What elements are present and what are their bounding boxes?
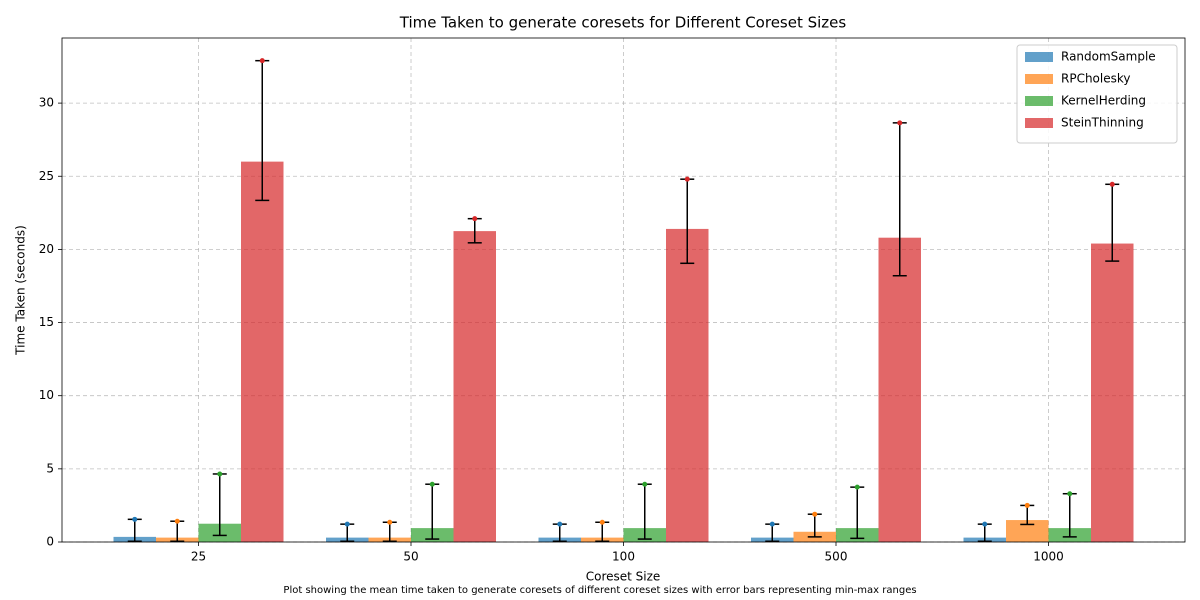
y-tick-label: 10 <box>39 388 54 402</box>
bar <box>453 231 496 542</box>
max-point <box>769 521 775 527</box>
max-point <box>812 511 818 517</box>
legend-swatch <box>1025 52 1053 62</box>
legend-swatch <box>1025 74 1053 84</box>
max-point <box>217 471 223 477</box>
max-point <box>599 519 605 525</box>
max-point <box>387 519 393 525</box>
x-tick-label: 50 <box>403 550 418 564</box>
max-point <box>259 58 265 64</box>
max-point <box>1024 502 1030 508</box>
bar <box>241 161 284 543</box>
x-tick-label: 1000 <box>1033 550 1064 564</box>
max-point <box>174 518 180 524</box>
max-point <box>684 176 690 182</box>
y-tick-label: 30 <box>39 96 54 110</box>
max-point <box>1109 181 1115 187</box>
max-point <box>982 521 988 527</box>
y-tick-label: 0 <box>46 535 54 549</box>
legend-label: KernelHerding <box>1061 94 1146 108</box>
max-point <box>472 216 478 222</box>
legend-swatch <box>1025 96 1053 106</box>
max-point <box>132 516 138 522</box>
bar <box>878 237 921 542</box>
x-tick-label: 25 <box>191 550 206 564</box>
max-point <box>1067 491 1073 497</box>
caption: Plot showing the mean time taken to gene… <box>283 585 916 596</box>
max-point <box>897 120 903 126</box>
y-tick-label: 5 <box>46 461 54 475</box>
max-point <box>429 481 435 487</box>
bar <box>1091 243 1134 542</box>
x-tick-label: 100 <box>612 550 635 564</box>
plot-frame <box>61 37 1186 543</box>
max-point <box>854 484 860 490</box>
max-point <box>344 521 350 527</box>
max-point <box>557 521 563 527</box>
legend-frame <box>1016 44 1178 144</box>
legend-label: RPCholesky <box>1061 72 1131 86</box>
y-tick-label: 20 <box>39 242 54 256</box>
y-tick-label: 15 <box>39 315 54 329</box>
legend-swatch <box>1025 118 1053 128</box>
legend-label: SteinThinning <box>1061 116 1144 130</box>
bar <box>666 228 709 543</box>
bar <box>1006 520 1049 542</box>
legend: RandomSample RPCholesky KernelHerding Stein… <box>1016 44 1178 144</box>
x-axis-label: Coreset Size <box>586 570 661 584</box>
legend-label: RandomSample <box>1061 50 1156 64</box>
max-point <box>642 481 648 487</box>
y-axis-label: Time Taken (seconds) <box>14 225 28 356</box>
y-tick-label: 25 <box>39 169 54 183</box>
x-tick-label: 500 <box>825 550 848 564</box>
chart-title: Time Taken to generate coresets for Diff… <box>399 14 847 32</box>
